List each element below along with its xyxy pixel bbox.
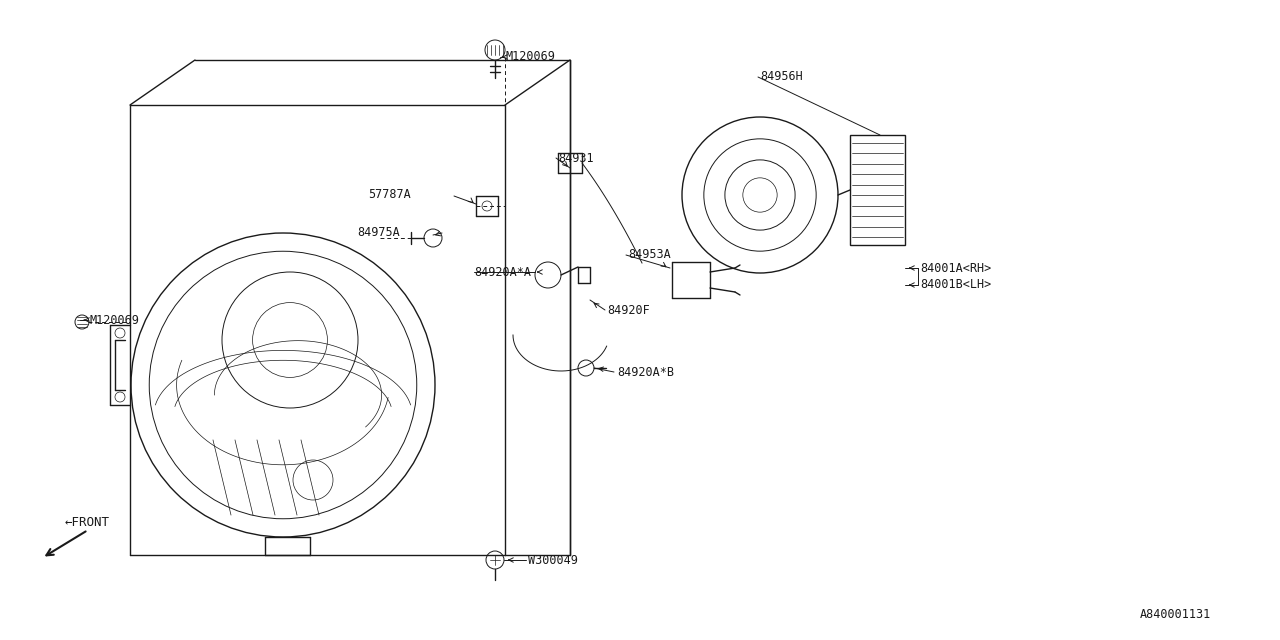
Text: 84953A: 84953A [628,248,671,262]
Bar [850,135,905,245]
Text: 84920A*B: 84920A*B [617,365,675,378]
Text: 84001A<RH>: 84001A<RH> [920,262,991,275]
Text: 84931: 84931 [558,152,594,164]
Text: 57787A: 57787A [369,189,411,202]
Text: 84001B<LH>: 84001B<LH> [920,278,991,291]
Text: 84975A: 84975A [357,227,399,239]
Text: M120069: M120069 [506,51,554,63]
Text: ←FRONT: ←FRONT [65,515,110,529]
Text: W300049: W300049 [529,554,577,566]
Text: A840001131: A840001131 [1140,609,1211,621]
Text: M120069: M120069 [90,314,140,326]
Text: 84920F: 84920F [607,303,650,317]
Text: 84920A*A: 84920A*A [474,266,531,278]
Text: 84956H: 84956H [760,70,803,83]
